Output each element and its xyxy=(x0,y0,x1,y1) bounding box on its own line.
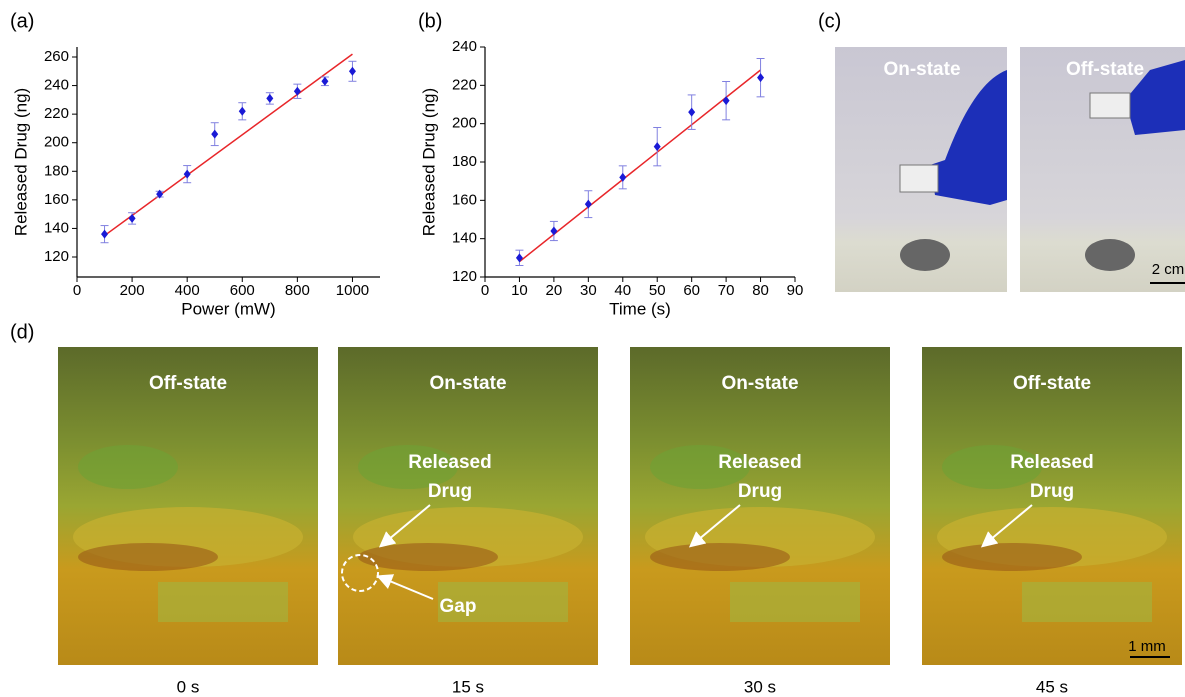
photo-detail xyxy=(1022,582,1152,622)
x-axis-title: Time (s) xyxy=(609,299,671,318)
photo-detail xyxy=(358,543,498,571)
photo-frame: Off-state 45 s Released Drug 1 mm xyxy=(922,347,1182,696)
y-axis-title: Released Drug (ng) xyxy=(419,88,438,236)
photo-label: On-state xyxy=(721,373,798,394)
x-tick-label: 800 xyxy=(285,282,310,299)
photo-label: Off-state xyxy=(1013,373,1091,394)
point xyxy=(349,67,356,76)
y-tick-label: 200 xyxy=(452,115,477,132)
time-label: 0 s xyxy=(177,677,200,696)
figure: (c) On-state Off-state 2 cm (d) Off-stat… xyxy=(0,0,1185,697)
point xyxy=(239,107,246,116)
photo-label: Off-state xyxy=(149,373,227,394)
photo-c-left: On-state xyxy=(835,47,1007,292)
y-tick-label: 200 xyxy=(44,134,69,151)
y-tick-label: 120 xyxy=(452,268,477,285)
annotation: Released xyxy=(718,452,801,473)
point xyxy=(211,130,218,139)
x-tick-label: 90 xyxy=(787,282,804,299)
point xyxy=(585,200,592,209)
x-tick-label: 200 xyxy=(120,282,145,299)
photo-detail xyxy=(78,543,218,571)
x-tick-label: 600 xyxy=(230,282,255,299)
x-tick-label: 80 xyxy=(752,282,769,299)
y-tick-label: 240 xyxy=(452,38,477,55)
point xyxy=(294,87,301,96)
photo-detail xyxy=(942,543,1082,571)
y-tick-label: 180 xyxy=(452,153,477,170)
x-tick-label: 10 xyxy=(511,282,528,299)
gap-label: Gap xyxy=(440,596,477,617)
photo-c-right: Off-state 2 cm xyxy=(1020,47,1185,292)
point xyxy=(101,230,108,239)
annotation: Released xyxy=(1010,452,1093,473)
x-tick-label: 0 xyxy=(73,282,81,299)
point xyxy=(619,173,626,182)
y-tick-label: 220 xyxy=(44,105,69,122)
annotation: Drug xyxy=(1030,481,1074,502)
x-tick-label: 50 xyxy=(649,282,666,299)
panel-label: (b) xyxy=(418,10,442,32)
photo-label: On-state xyxy=(429,373,506,394)
x-tick-label: 30 xyxy=(580,282,597,299)
point xyxy=(129,214,136,223)
y-tick-label: 260 xyxy=(44,48,69,65)
y-tick-label: 180 xyxy=(44,162,69,179)
panel-label: (a) xyxy=(10,10,34,32)
y-tick-label: 140 xyxy=(452,230,477,247)
x-tick-label: 1000 xyxy=(336,282,369,299)
photo-frame: Off-state 0 s xyxy=(58,347,318,696)
y-tick-label: 140 xyxy=(44,219,69,236)
x-tick-label: 20 xyxy=(546,282,563,299)
photo-label: On-state xyxy=(883,59,960,80)
panel-label: (d) xyxy=(10,321,34,343)
y-tick-label: 160 xyxy=(452,191,477,208)
photo-detail xyxy=(78,445,178,489)
scale-label: 1 mm xyxy=(1128,638,1166,655)
time-label: 30 s xyxy=(744,677,776,696)
x-axis-title: Power (mW) xyxy=(181,299,275,318)
point xyxy=(688,108,695,117)
x-tick-label: 70 xyxy=(718,282,735,299)
time-label: 15 s xyxy=(452,677,484,696)
photo-detail xyxy=(730,582,860,622)
y-tick-label: 220 xyxy=(452,76,477,93)
time-label: 45 s xyxy=(1036,677,1068,696)
annotation: Drug xyxy=(428,481,472,502)
point xyxy=(757,73,764,82)
x-tick-label: 400 xyxy=(175,282,200,299)
point xyxy=(266,94,273,103)
photo-frame: On-state 15 s Released Drug Gap xyxy=(338,347,598,696)
point xyxy=(723,96,730,105)
x-tick-label: 60 xyxy=(683,282,700,299)
annotation: Released xyxy=(408,452,491,473)
point xyxy=(550,227,557,236)
photo-detail xyxy=(158,582,288,622)
y-tick-label: 120 xyxy=(44,248,69,265)
y-axis-title: Released Drug (ng) xyxy=(11,88,30,236)
y-tick-label: 160 xyxy=(44,191,69,208)
x-tick-label: 40 xyxy=(614,282,631,299)
panel-label: (c) xyxy=(818,10,841,32)
point xyxy=(321,77,328,86)
y-tick-label: 240 xyxy=(44,77,69,94)
photo-detail xyxy=(650,543,790,571)
x-tick-label: 0 xyxy=(481,282,489,299)
photo-label: Off-state xyxy=(1066,59,1144,80)
annotation: Drug xyxy=(738,481,782,502)
scale-label: 2 cm xyxy=(1152,261,1185,278)
point xyxy=(516,253,523,262)
photo-frame: On-state 30 s Released Drug xyxy=(630,347,890,696)
fit-line xyxy=(105,54,353,235)
